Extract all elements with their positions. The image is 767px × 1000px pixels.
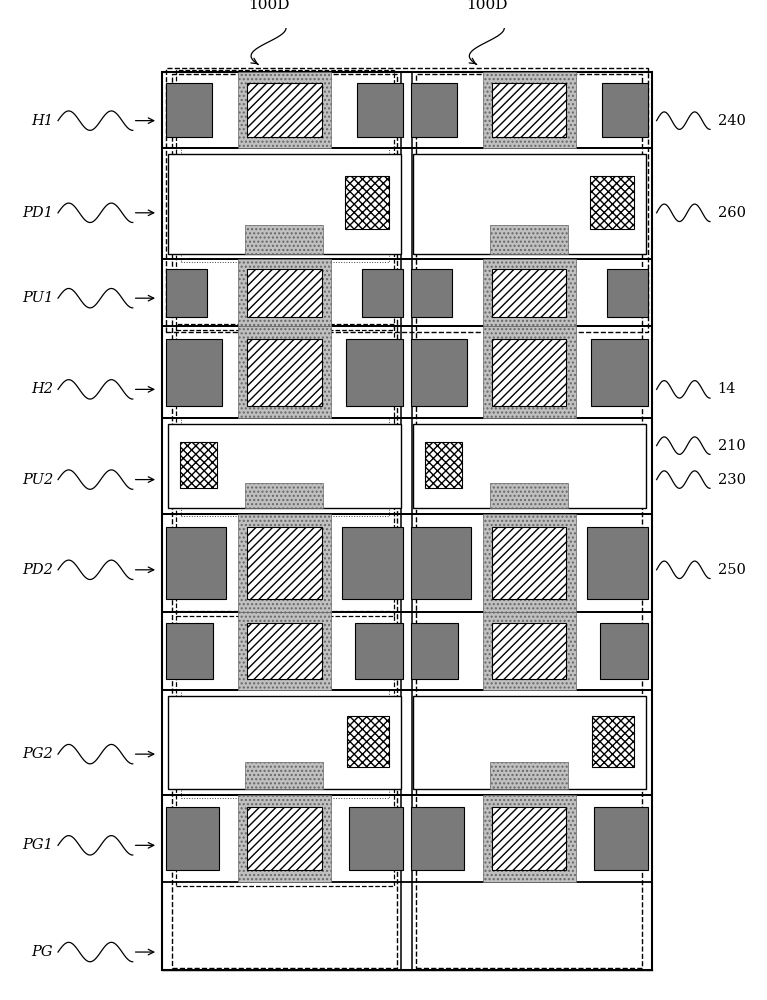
- Bar: [176, 324, 394, 616]
- Text: PD1: PD1: [22, 206, 53, 220]
- Bar: [181, 689, 390, 798]
- Bar: [492, 83, 567, 137]
- Bar: [413, 424, 646, 508]
- Text: PG2: PG2: [22, 747, 53, 761]
- Bar: [168, 696, 401, 789]
- Bar: [345, 176, 389, 229]
- Bar: [425, 442, 463, 488]
- Bar: [181, 147, 390, 262]
- Text: PG: PG: [31, 945, 53, 959]
- Bar: [410, 807, 464, 870]
- Bar: [180, 442, 217, 488]
- Bar: [168, 154, 401, 254]
- Bar: [245, 483, 324, 508]
- Bar: [238, 326, 331, 418]
- Bar: [601, 623, 648, 679]
- Text: 260: 260: [718, 206, 746, 220]
- Bar: [490, 225, 568, 254]
- Bar: [347, 339, 403, 406]
- Text: H1: H1: [31, 114, 53, 128]
- Bar: [166, 68, 648, 332]
- Bar: [355, 623, 403, 679]
- Text: PD2: PD2: [22, 563, 53, 577]
- Bar: [247, 527, 321, 599]
- Text: PG1: PG1: [22, 838, 53, 852]
- Bar: [166, 527, 226, 599]
- Bar: [166, 623, 213, 679]
- Bar: [238, 795, 331, 882]
- Bar: [238, 612, 331, 690]
- Bar: [238, 514, 331, 612]
- Bar: [410, 83, 457, 137]
- Bar: [238, 259, 331, 326]
- Bar: [482, 514, 576, 612]
- Bar: [238, 72, 331, 148]
- Bar: [347, 716, 389, 767]
- Bar: [181, 418, 390, 516]
- Text: 100D: 100D: [248, 0, 289, 12]
- Bar: [482, 72, 576, 148]
- Bar: [362, 269, 403, 317]
- Bar: [601, 83, 648, 137]
- Bar: [482, 795, 576, 882]
- Bar: [245, 762, 324, 789]
- Bar: [350, 807, 403, 870]
- Bar: [357, 83, 403, 137]
- Bar: [490, 762, 568, 789]
- Bar: [492, 339, 567, 406]
- Bar: [482, 259, 576, 326]
- Bar: [342, 527, 403, 599]
- Bar: [492, 807, 567, 870]
- Bar: [247, 269, 321, 317]
- Bar: [492, 269, 567, 317]
- Bar: [482, 612, 576, 690]
- Text: 240: 240: [718, 114, 746, 128]
- Text: PU1: PU1: [22, 291, 53, 305]
- Bar: [410, 339, 467, 406]
- Bar: [416, 74, 642, 968]
- Bar: [168, 424, 401, 508]
- Bar: [492, 623, 567, 679]
- Bar: [247, 83, 321, 137]
- Bar: [166, 269, 206, 317]
- Bar: [482, 326, 576, 418]
- Bar: [588, 527, 648, 599]
- Bar: [594, 807, 648, 870]
- Text: 250: 250: [718, 563, 746, 577]
- Bar: [490, 483, 568, 508]
- Bar: [413, 696, 646, 789]
- Bar: [176, 70, 394, 330]
- Bar: [247, 623, 321, 679]
- Text: 14: 14: [718, 382, 736, 396]
- Bar: [166, 339, 222, 406]
- Bar: [247, 339, 321, 406]
- Bar: [162, 72, 652, 970]
- Bar: [590, 176, 634, 229]
- Bar: [172, 74, 397, 968]
- Text: PU2: PU2: [22, 473, 53, 487]
- Bar: [492, 527, 567, 599]
- Text: H2: H2: [31, 382, 53, 396]
- Bar: [410, 623, 458, 679]
- Text: 230: 230: [718, 473, 746, 487]
- Text: 210: 210: [718, 439, 746, 453]
- Bar: [410, 527, 471, 599]
- Bar: [176, 611, 394, 886]
- Bar: [413, 154, 646, 254]
- Bar: [247, 807, 321, 870]
- Bar: [607, 269, 648, 317]
- Bar: [592, 716, 634, 767]
- Bar: [245, 225, 324, 254]
- Bar: [166, 83, 212, 137]
- Bar: [591, 339, 648, 406]
- Bar: [166, 807, 219, 870]
- Bar: [410, 269, 452, 317]
- Text: 100D: 100D: [466, 0, 508, 12]
